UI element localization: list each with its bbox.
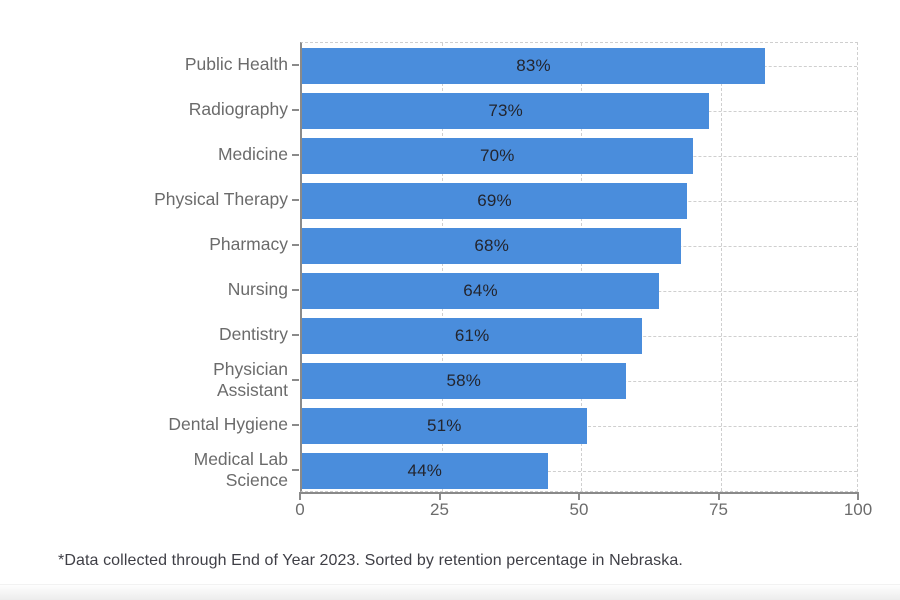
bar-value-label: 69%: [477, 191, 512, 210]
category-label: Radiography: [188, 99, 288, 119]
x-axis-tick: [857, 494, 859, 500]
y-axis-tick: [292, 288, 299, 291]
category-label: Dental Hygiene: [168, 414, 288, 434]
category-label: Physical Therapy: [154, 189, 288, 209]
bar-value-label: 70%: [479, 146, 515, 165]
bar-value-label: 68%: [474, 236, 510, 255]
bar-nursing[interactable]: 64%: [302, 272, 660, 309]
y-axis-tick: [292, 243, 299, 246]
bar-medical-lab-science[interactable]: 44%: [302, 452, 548, 489]
x-axis-tick-label: 0: [295, 500, 305, 519]
y-axis-tick: [292, 153, 299, 156]
bar-value-label: 58%: [446, 371, 482, 390]
x-axis-tick-label: 75: [709, 500, 728, 519]
bar-medicine[interactable]: 70%: [302, 137, 693, 174]
category-label: Public Health: [184, 54, 288, 74]
x-axis-tick: [717, 494, 720, 500]
bar-value-label: 51%: [426, 416, 462, 435]
bar-pharmacy[interactable]: 68%: [302, 227, 682, 264]
bar-value-label: 83%: [516, 56, 551, 75]
x-axis-tick: [578, 494, 580, 500]
bar-physician-assistant[interactable]: 58%: [302, 362, 626, 399]
category-label: Dentistry: [218, 324, 288, 344]
y-axis-tick: [292, 423, 299, 426]
category-label: Medical Lab Science: [193, 448, 288, 490]
bar-value-label: 64%: [463, 281, 498, 300]
bar-physical-therapy[interactable]: 69%: [302, 182, 688, 219]
bar-value-label: 44%: [407, 461, 443, 480]
vertical-gridline: [581, 43, 582, 491]
y-axis-tick: [292, 378, 299, 381]
vertical-gridline: [441, 43, 443, 491]
category-label: Pharmacy: [209, 234, 288, 254]
bar-dental-hygiene[interactable]: 51%: [302, 407, 587, 444]
y-axis-tick: [292, 333, 299, 336]
bar-public-health[interactable]: 83%: [302, 47, 766, 84]
bar-value-label: 73%: [488, 101, 523, 120]
x-axis-tick: [438, 494, 441, 500]
y-axis-labels: Public Health Radiography Medicine Physical…: [118, 42, 288, 492]
category-label: Medicine: [217, 144, 288, 164]
bar-chart-plot-area: 83% 73% 70% 69% 68% 64% 61% 58% 51% 44%: [300, 42, 858, 492]
x-axis-tick-label: 50: [569, 500, 589, 519]
chart-footnote: *Data collected through End of Year 2023…: [58, 552, 683, 569]
category-label: Physician Assistant: [213, 358, 288, 400]
category-label: Nursing: [227, 279, 288, 299]
y-axis-tick: [292, 63, 299, 66]
x-axis-tick-label: 25: [430, 500, 449, 519]
page-bottom-edge: [0, 584, 900, 600]
vertical-gridline: [720, 43, 722, 491]
bar-radiography[interactable]: 73%: [302, 92, 710, 129]
y-axis-tick: [292, 198, 299, 201]
y-axis-tick: [292, 108, 299, 111]
bar-value-label: 61%: [454, 326, 490, 345]
x-axis-tick: [299, 494, 301, 500]
x-axis-line: [299, 492, 859, 494]
y-axis-tick: [292, 468, 299, 471]
x-axis-tick-label: 100: [843, 500, 873, 519]
bar-dentistry[interactable]: 61%: [302, 317, 643, 354]
horizontal-gridline: [302, 470, 857, 472]
